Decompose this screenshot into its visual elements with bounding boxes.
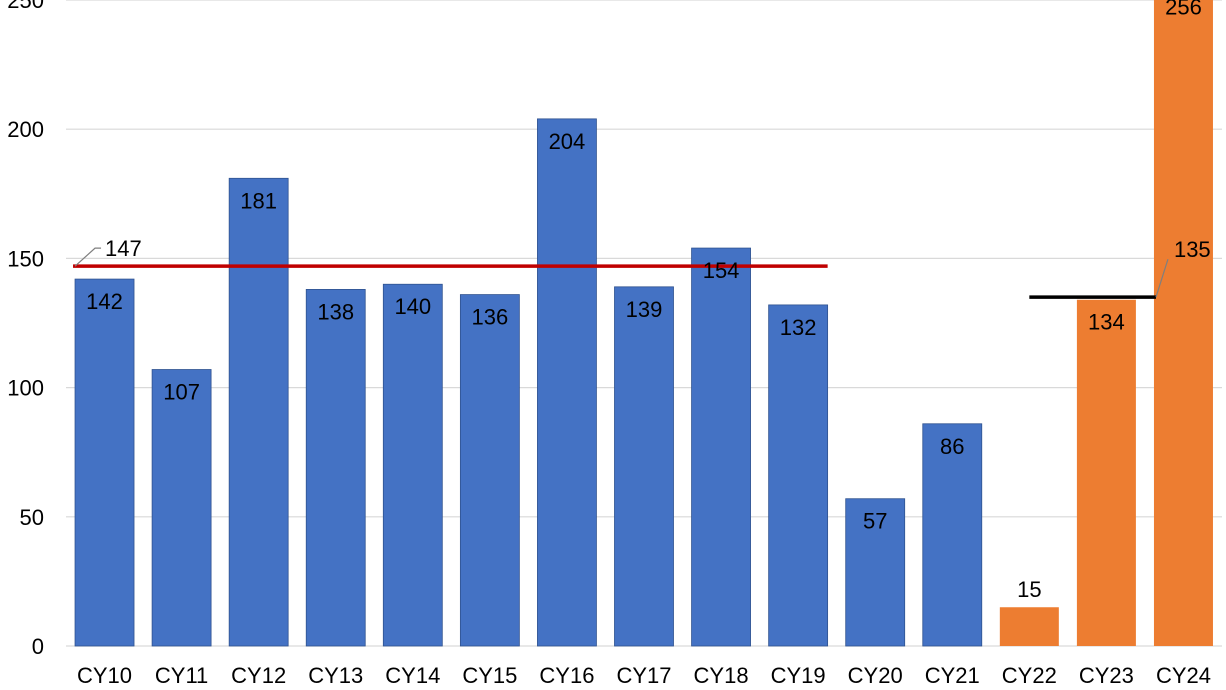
data-label-cy23: 134 (1088, 310, 1125, 335)
x-category-label: CY18 (694, 663, 749, 688)
x-category-label: CY15 (462, 663, 517, 688)
bar-cy18 (691, 247, 751, 647)
data-label-cy17: 139 (626, 297, 663, 322)
bar-cy17 (614, 286, 674, 647)
bar-cy14 (382, 283, 443, 647)
data-label-cy13: 138 (317, 299, 354, 324)
axis-labels: 0 50 100 150 200 250 CY10 CY11 CY12 CY13 CY14 CY15 C… (7, 0, 1211, 688)
bar-cy22 (999, 607, 1059, 646)
x-category-label: CY16 (539, 663, 594, 688)
bar-cy10 (74, 278, 135, 647)
x-category-label: CY13 (308, 663, 363, 688)
data-label-cy21: 86 (940, 434, 964, 459)
x-category-label: CY12 (231, 663, 286, 688)
y-tick-label: 150 (7, 246, 44, 271)
y-tick-label: 0 (32, 634, 44, 659)
x-category-label: CY23 (1079, 663, 1134, 688)
bar-cy24 (1153, 0, 1213, 647)
data-label-cy12: 181 (240, 188, 277, 213)
reference-leader-line (1155, 258, 1169, 298)
x-category-label: CY11 (155, 663, 208, 688)
x-category-label: CY14 (385, 663, 440, 688)
data-labels: 142 107 181 138 140 136 204 139 154 132 57 86 15 134 2… (86, 0, 1211, 602)
bar-cy16 (537, 118, 597, 647)
bar-cy15 (459, 294, 520, 647)
x-category-label: CY24 (1156, 663, 1211, 688)
data-label-cy16: 204 (549, 129, 586, 154)
y-tick-label: 200 (7, 117, 44, 142)
bar-cy20 (845, 498, 906, 647)
data-label-cy19: 132 (780, 315, 817, 340)
x-category-label: CY20 (848, 663, 903, 688)
y-tick-label: 50 (20, 505, 44, 530)
data-label-cy11: 107 (163, 380, 200, 405)
y-tick-label: 250 (7, 0, 44, 13)
bar-cy13 (305, 289, 366, 647)
data-label-cy24: 256 (1165, 0, 1202, 19)
data-label-cy15: 136 (472, 305, 509, 330)
x-category-label: CY17 (616, 663, 671, 688)
reference-line-label: 135 (1174, 237, 1211, 262)
x-category-label: CY21 (925, 663, 980, 688)
x-category-label: CY19 (771, 663, 826, 688)
bar-cy19 (768, 304, 829, 647)
y-tick-label: 100 (7, 376, 44, 401)
x-category-label: CY10 (77, 663, 132, 688)
reference-lines (73, 247, 1169, 299)
data-label-cy18: 154 (703, 258, 740, 283)
reference-leader-line (74, 247, 102, 267)
bar-cy23 (1076, 299, 1136, 646)
data-label-cy14: 140 (394, 294, 431, 319)
bar-cy21 (922, 423, 983, 647)
data-label-cy22: 15 (1017, 577, 1041, 602)
bar-cy11 (151, 369, 212, 647)
bars (74, 0, 1213, 647)
x-category-label: CY22 (1002, 663, 1057, 688)
bar-cy12 (228, 177, 289, 647)
data-label-cy10: 142 (86, 289, 123, 314)
reference-line-label: 147 (105, 236, 142, 261)
data-label-cy20: 57 (863, 509, 887, 534)
